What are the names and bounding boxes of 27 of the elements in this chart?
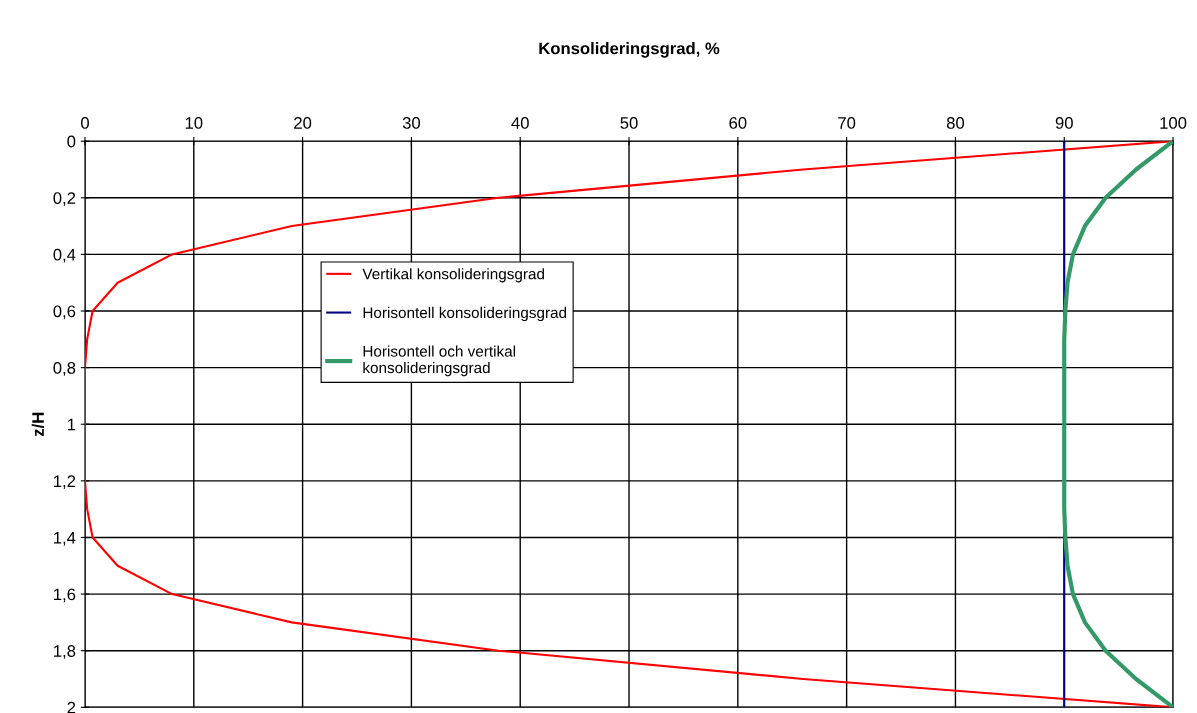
y-tick-label: 1,2 [54,475,76,490]
x-tick-label: 30 [402,117,421,129]
y-axis-title: z/H [31,412,45,437]
y-tick-label: 1,4 [54,532,76,546]
legend-label: Horisontell konsolideringsgrad [363,306,567,322]
x-tick-label: 80 [946,117,965,129]
y-tick-label: 1,8 [54,645,76,659]
y-tick-label: 1,6 [54,588,76,603]
x-tick-label: 70 [838,117,856,129]
x-tick-label: 60 [729,117,747,129]
y-tick-label: 0,4 [53,248,76,263]
x-tick-label: 50 [620,117,638,129]
y-tick-label: 1 [67,418,76,431]
x-tick-label: 20 [294,117,312,129]
y-tick-label: 0,2 [53,192,76,206]
y-tick-label: 2 [67,701,76,713]
y-tick-label: 0,8 [53,362,76,376]
y-tick-label: 0,6 [53,305,76,320]
x-tick-label: 90 [1055,117,1073,129]
x-tick-label: 100 [1160,117,1187,129]
legend-label: Horisontell och vertikal konsolideringsgrad [363,345,516,377]
x-tick-label: 10 [185,117,203,129]
x-axis-title: Konsolideringsgrad, % [539,42,720,58]
legend-label: Vertikal konsolideringsgrad [362,268,544,283]
x-tick-label: 0 [81,117,89,129]
x-tick-label: 40 [511,117,529,129]
y-tick-label: 0 [67,135,76,148]
